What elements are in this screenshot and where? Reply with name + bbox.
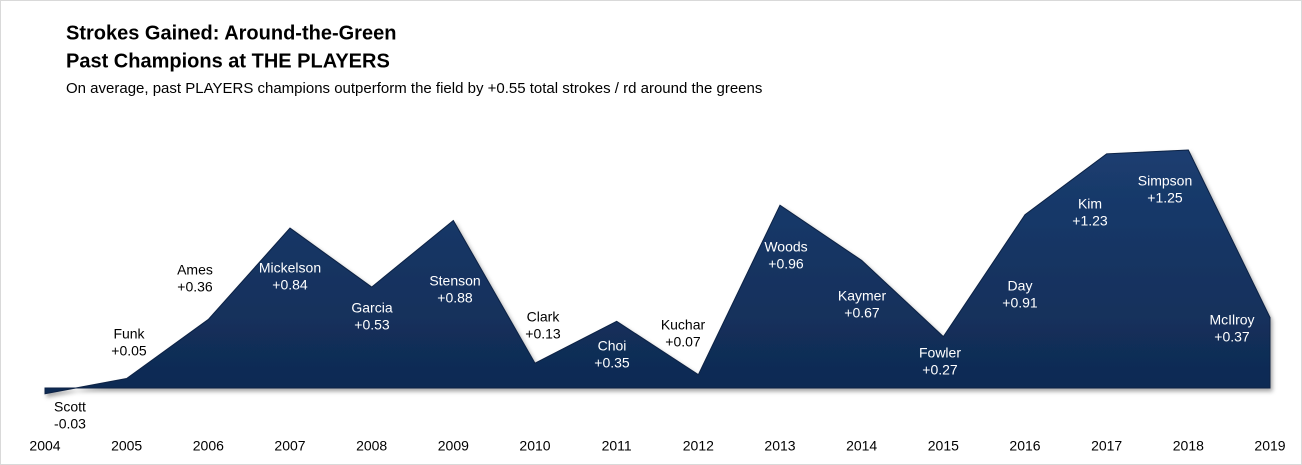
point-name: Clark: [527, 309, 561, 325]
data-label: +0.67: [844, 305, 880, 321]
point-name: Funk: [113, 326, 145, 342]
x-tick-label: 2008: [356, 438, 387, 454]
x-tick-label: 2019: [1254, 438, 1285, 454]
point-name: Ames: [177, 262, 213, 278]
area: [44, 149, 1271, 395]
point-name: Mickelson: [259, 260, 321, 276]
chart-subtitle: Past Champions at THE PLAYERS: [66, 50, 390, 72]
data-label: -0.03: [54, 416, 86, 432]
data-label: +0.05: [111, 343, 147, 359]
chart-description: On average, past PLAYERS champions outpe…: [66, 80, 762, 97]
data-label: +0.96: [768, 256, 804, 272]
x-tick-label: 2007: [274, 438, 305, 454]
data-label: +1.23: [1072, 213, 1108, 229]
point-name: Garcia: [351, 300, 392, 316]
data-label: +0.13: [525, 326, 561, 342]
x-tick-label: 2006: [193, 438, 224, 454]
chart-title: Strokes Gained: Around-the-Green: [66, 22, 396, 44]
point-name: Kuchar: [661, 317, 706, 333]
point-name: Choi: [598, 338, 627, 354]
x-tick-label: 2012: [683, 438, 714, 454]
point-name: Simpson: [1138, 173, 1192, 189]
x-tick-label: 2016: [1009, 438, 1040, 454]
x-tick-label: 2013: [764, 438, 795, 454]
x-tick-label: 2014: [846, 438, 877, 454]
point-name: Kim: [1078, 196, 1102, 212]
data-label: +0.07: [665, 334, 701, 350]
point-name: Scott: [54, 399, 86, 415]
data-label: +0.37: [1214, 329, 1250, 345]
data-label: +0.27: [922, 362, 958, 378]
x-tick-label: 2004: [29, 438, 60, 454]
point-name: McIlroy: [1209, 312, 1254, 328]
x-tick-label: 2015: [928, 438, 959, 454]
x-tick-label: 2009: [438, 438, 469, 454]
point-name: Fowler: [919, 345, 961, 361]
data-label: +1.25: [1147, 190, 1183, 206]
x-tick-label: 2011: [602, 438, 632, 454]
point-name: Stenson: [429, 273, 480, 289]
data-label: +0.36: [177, 279, 213, 295]
data-label: +0.35: [594, 355, 630, 371]
data-label: +0.84: [272, 277, 308, 293]
x-tick-label: 2017: [1091, 438, 1122, 454]
point-name: Kaymer: [838, 288, 887, 304]
data-label: +0.53: [354, 317, 390, 333]
point-name: Woods: [764, 239, 807, 255]
data-label: +0.88: [437, 290, 473, 306]
x-tick-label: 2018: [1173, 438, 1204, 454]
point-name: Day: [1008, 278, 1033, 294]
x-tick-label: 2010: [519, 438, 550, 454]
x-tick-label: 2005: [111, 438, 142, 454]
data-label: +0.91: [1002, 295, 1038, 311]
